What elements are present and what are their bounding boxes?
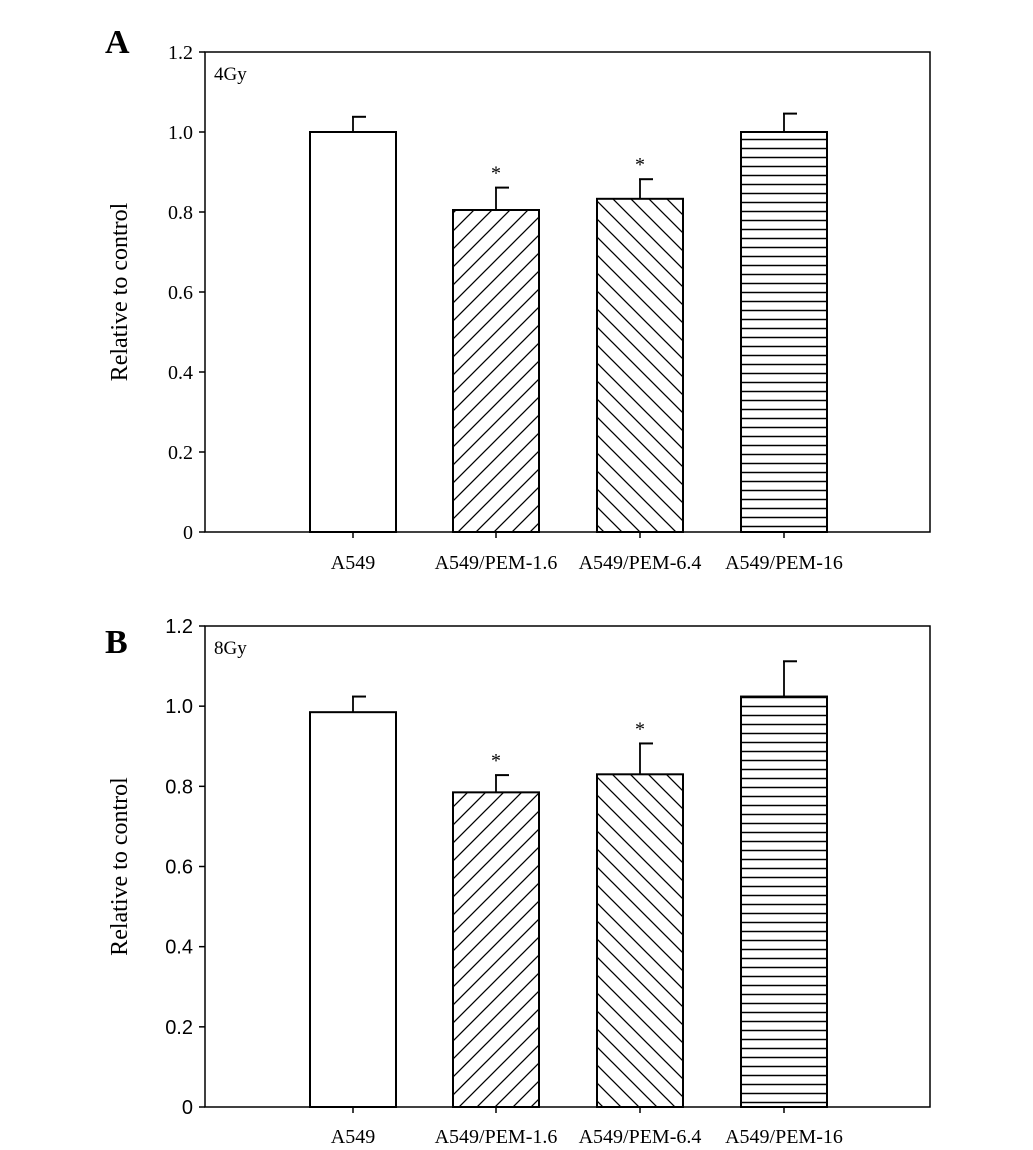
x-tick-label: A549 (331, 1126, 375, 1148)
y-tick-label: 0 (183, 522, 193, 544)
y-axis-label: Relative to control (107, 777, 133, 956)
y-axis-label: Relative to control (107, 202, 133, 381)
bar (309, 131, 397, 533)
y-tick-label: 0.8 (165, 776, 193, 798)
y-tick-label: 0.6 (168, 282, 193, 304)
y-tick-label: 0.4 (165, 937, 193, 959)
x-tick-label: A549/PEM-6.4 (579, 552, 702, 574)
dose-annotation: 4Gy (214, 64, 247, 85)
x-tick-label: A549/PEM-1.6 (435, 552, 558, 574)
panel-a: A 4Gy 0 0.2 0.4 0.6 0.8 1.0 1.2 Relative to contr… (105, 24, 931, 574)
y-tick-label: 1.2 (165, 616, 193, 638)
bar (596, 197, 684, 534)
significance-marker: * (491, 163, 501, 185)
x-tick-label: A549/PEM-16 (725, 1126, 843, 1148)
panel-b: B 8Gy 0 0.2 0.4 0.6 0.8 1.0 1.2 Relative to contr… (105, 616, 931, 1148)
significance-marker: * (491, 750, 501, 772)
y-tick-label: 0.2 (165, 1017, 193, 1039)
x-tick-label: A549/PEM-16 (725, 552, 843, 574)
y-tick-label: 0.8 (168, 202, 193, 224)
significance-marker: * (635, 154, 645, 176)
x-tick-label: A549/PEM-1.6 (435, 1126, 558, 1148)
x-tick-label: A549 (331, 552, 375, 574)
bar (740, 695, 828, 1109)
significance-marker: * (635, 718, 645, 740)
y-tick-label: 0.6 (165, 857, 193, 879)
y-tick-label: 0.2 (168, 442, 193, 464)
y-tick-label: 1.0 (168, 122, 193, 144)
x-tick-label: A549/PEM-6.4 (579, 1126, 702, 1148)
panel-label: A (105, 24, 130, 61)
bar (452, 209, 540, 533)
dose-annotation: 8Gy (214, 638, 247, 659)
y-tick-label: 1.2 (168, 42, 193, 64)
bar (452, 791, 540, 1108)
panel-label: B (105, 624, 128, 661)
y-tick-label: 0 (182, 1097, 193, 1119)
bar (740, 131, 828, 533)
y-tick-label: 0.4 (168, 362, 193, 384)
bar (596, 773, 684, 1109)
bar (309, 711, 397, 1108)
y-tick-label: 1.0 (165, 696, 193, 718)
